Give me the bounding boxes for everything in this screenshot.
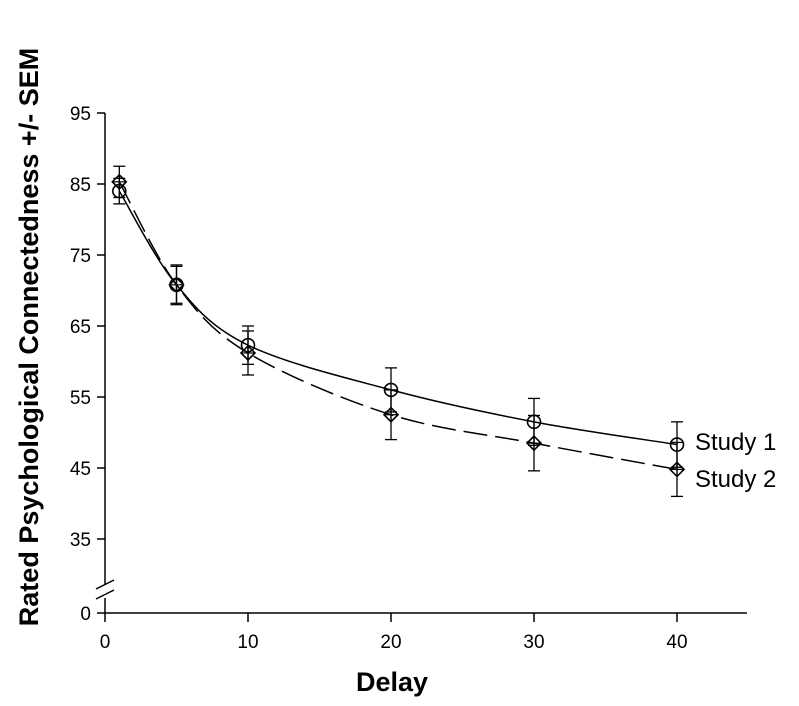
- series-2: [111, 165, 686, 498]
- series-1: [112, 177, 685, 468]
- y-tick-label: 65: [70, 317, 91, 338]
- series-label-study-1: Study 1: [695, 429, 776, 456]
- series-label-study-2: Study 2: [695, 466, 776, 493]
- x-tick-label: 40: [666, 632, 687, 653]
- y-tick-label: 95: [70, 104, 91, 125]
- y-tick-label: 85: [70, 175, 91, 196]
- y-ticks: 35 45 55 65 75 85 95 0: [70, 104, 105, 625]
- x-tick-label: 20: [380, 632, 401, 653]
- y-tick-label: 55: [70, 388, 91, 409]
- axes: [95, 113, 747, 614]
- series-line: [118, 181, 678, 471]
- x-ticks: 0 10 20 30 40: [100, 613, 688, 653]
- x-tick-label: 10: [237, 632, 258, 653]
- x-tick-label: 30: [523, 632, 544, 653]
- y-tick-label: 35: [70, 530, 91, 551]
- x-tick-label: 0: [100, 632, 111, 653]
- series-layer: [111, 165, 686, 498]
- y-tick-label-zero: 0: [80, 604, 91, 625]
- y-tick-label: 45: [70, 459, 91, 480]
- axis-break-mark-2: [95, 589, 115, 600]
- x-axis-title: Delay: [356, 667, 428, 697]
- axis-break-mark-1: [95, 579, 115, 590]
- y-axis-title: Rated Psychological Connectedness +/- SE…: [14, 48, 44, 626]
- y-tick-label: 75: [70, 246, 91, 267]
